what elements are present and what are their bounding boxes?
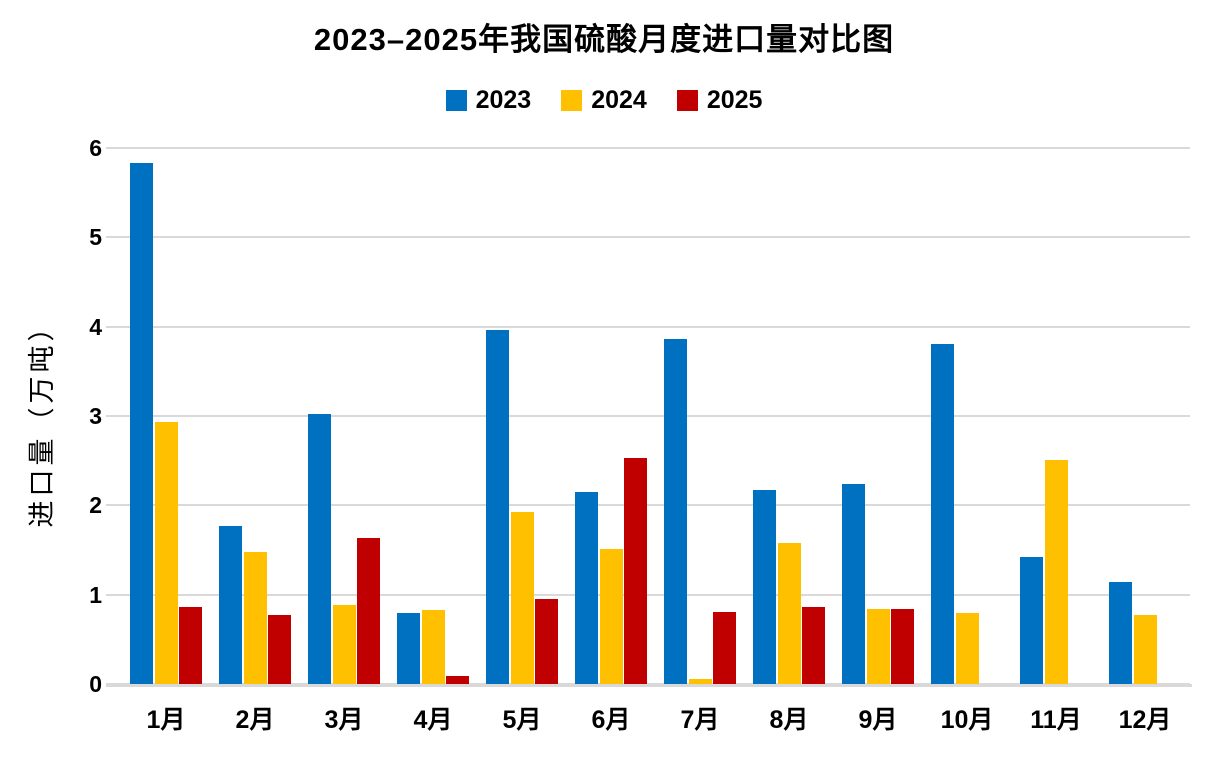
bar-2023-month-2 (219, 525, 242, 684)
legend-label-2024: 2024 (591, 86, 647, 114)
x-tick-label-month-4: 4月 (413, 706, 453, 734)
bar-2023-month-10 (931, 343, 954, 684)
gridline-y-3 (122, 415, 1190, 417)
legend-label-2023: 2023 (475, 86, 532, 114)
y-tick-label-4: 4 (89, 313, 102, 340)
bar-2023-month-9 (842, 483, 865, 684)
bar-2025-month-8 (802, 607, 825, 684)
bar-2025-month-9 (891, 608, 914, 684)
plot-area (122, 147, 1190, 685)
bar-2023-month-3 (308, 414, 331, 684)
bar-2024-month-11 (1044, 459, 1068, 684)
x-axis-line (106, 684, 1192, 687)
legend-item-2023: 2023 (445, 86, 532, 115)
x-tick-label-month-11: 11月 (1030, 706, 1082, 734)
x-tick-label-month-3: 3月 (324, 706, 364, 734)
gridline-y-1 (122, 593, 1190, 596)
bar-2024-month-12 (1133, 615, 1157, 684)
y-tick-mark-6 (106, 147, 122, 149)
x-tick-label-month-7: 7月 (680, 706, 720, 734)
legend-item-2025: 2025 (676, 86, 763, 115)
bar-2023-month-1 (130, 163, 153, 684)
gridline-y-4 (122, 325, 1190, 328)
bar-2024-month-9 (866, 608, 890, 684)
y-tick-mark-1 (106, 593, 122, 596)
y-tick-label-6: 6 (89, 135, 102, 161)
legend-swatch-2023 (445, 90, 467, 111)
bar-2024-month-6 (599, 549, 623, 684)
y-tick-label-2: 2 (89, 492, 102, 519)
x-tick-label-month-5: 5月 (502, 706, 542, 734)
gridline-y-2 (122, 504, 1190, 507)
x-tick-label-month-6: 6月 (591, 706, 631, 734)
bar-2024-month-8 (777, 542, 801, 684)
y-tick-mark-3 (106, 415, 122, 417)
y-tick-mark-5 (106, 236, 122, 239)
bar-2024-month-1 (154, 422, 178, 684)
y-tick-mark-2 (106, 504, 122, 507)
bar-2024-month-10 (955, 612, 979, 684)
bar-2025-month-5 (535, 599, 558, 684)
x-tick-label-month-8: 8月 (769, 706, 809, 734)
bar-2025-month-2 (268, 615, 291, 684)
x-tick-label-month-1: 1月 (146, 706, 186, 734)
x-tick-label-month-2: 2月 (235, 706, 275, 734)
x-tick-label-month-9: 9月 (858, 706, 898, 734)
y-tick-label-3: 3 (89, 403, 102, 429)
x-tick-label-month-10: 10月 (940, 706, 994, 734)
x-tick-label-month-12: 12月 (1118, 706, 1172, 734)
legend: 2023 2024 2025 (0, 86, 1208, 115)
y-tick-mark-4 (106, 325, 122, 328)
legend-swatch-2024 (561, 90, 583, 111)
bar-2023-month-4 (397, 613, 420, 684)
legend-item-2024: 2024 (561, 86, 647, 115)
bar-2024-month-3 (332, 605, 356, 684)
bar-2025-month-3 (357, 538, 380, 684)
legend-label-2025: 2025 (706, 86, 763, 114)
y-axis-title: 进口量（万吨） (27, 310, 57, 528)
bar-2025-month-6 (624, 457, 647, 684)
bar-2024-month-5 (510, 511, 534, 684)
bar-2023-month-7 (664, 339, 687, 684)
gridline-y-6 (122, 147, 1190, 149)
bar-2023-month-8 (753, 490, 776, 684)
bar-2025-month-1 (179, 607, 202, 684)
y-tick-mark-0 (106, 683, 122, 685)
bar-2023-month-6 (575, 491, 598, 684)
bar-2024-month-4 (421, 609, 445, 684)
y-tick-label-0: 0 (89, 671, 102, 697)
y-tick-label-5: 5 (89, 224, 102, 251)
y-tick-label-1: 1 (89, 581, 102, 608)
bar-2025-month-7 (713, 611, 736, 684)
bar-2023-month-5 (486, 330, 509, 684)
bar-2023-month-11 (1020, 557, 1043, 684)
bar-2023-month-12 (1109, 582, 1132, 684)
chart-title: 2023–2025年我国硫酸月度进口量对比图 (313, 22, 895, 57)
gridline-y-5 (122, 236, 1190, 239)
legend-swatch-2025 (676, 90, 698, 111)
bar-2024-month-7 (688, 678, 712, 684)
bar-2025-month-4 (446, 675, 469, 684)
bar-2024-month-2 (243, 551, 267, 684)
